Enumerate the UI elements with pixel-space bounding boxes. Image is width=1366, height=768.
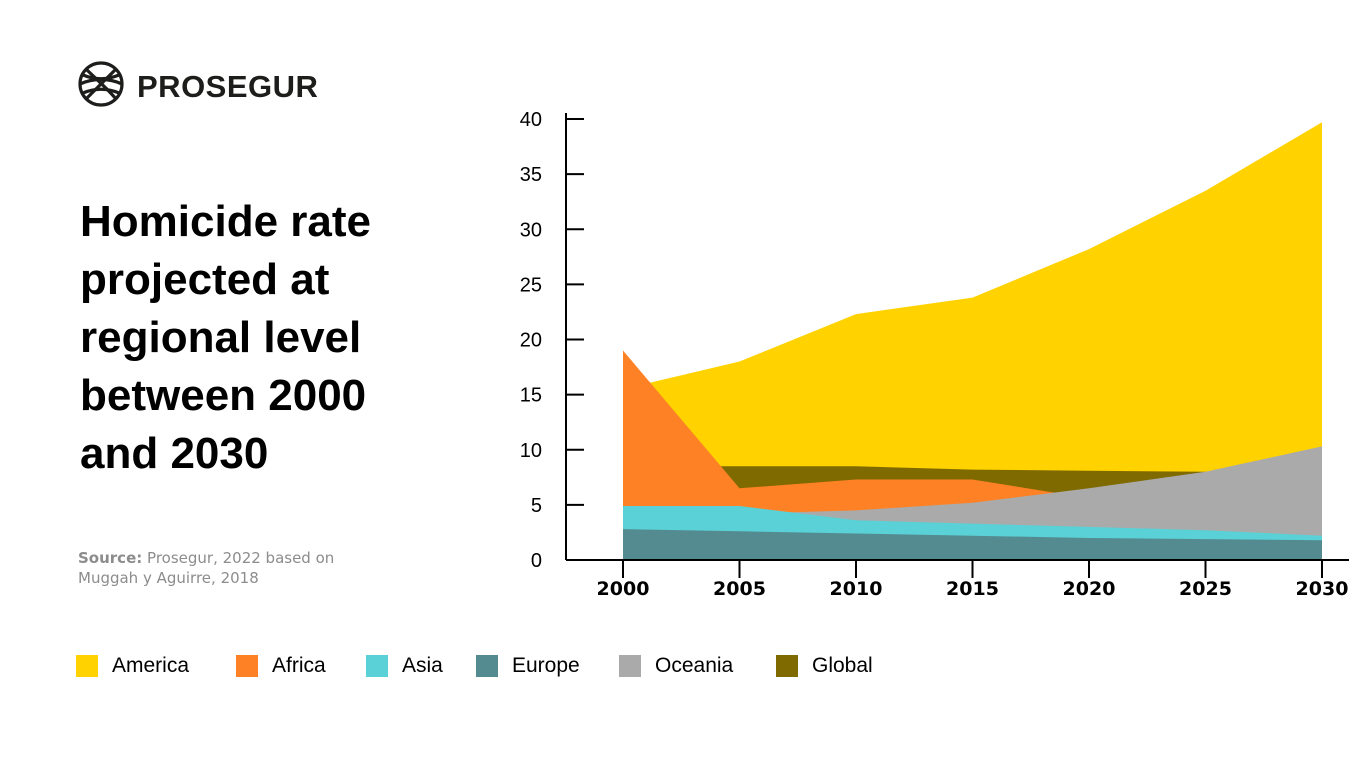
y-tick-label: 25 — [520, 274, 542, 296]
y-tick-label: 15 — [520, 385, 542, 407]
legend-item-africa: Africa — [236, 654, 326, 678]
source-text: Prosegur, 2022 based on Muggah y Aguirre… — [78, 549, 335, 587]
source-note: Source: Prosegur, 2022 based on Muggah y… — [78, 548, 378, 588]
x-tick-label: 2030 — [1296, 578, 1349, 600]
x-tick-label: 2020 — [1063, 578, 1116, 600]
x-tick-label: 2015 — [946, 578, 999, 600]
y-tick-label: 40 — [520, 109, 542, 131]
legend-swatch — [619, 655, 641, 677]
legend-swatch — [236, 655, 258, 677]
y-tick-label: 10 — [520, 440, 542, 462]
legend-swatch — [776, 655, 798, 677]
legend-label: Europe — [512, 654, 580, 677]
chart-areas — [623, 122, 1322, 561]
legend-swatch — [366, 655, 388, 677]
chart-axes — [565, 113, 1349, 561]
legend-item-oceania: Oceania — [619, 654, 733, 678]
legend-label: Oceania — [655, 654, 734, 677]
x-axis-ticks: 2000 2005 2010 2015 2020 2025 2030 — [597, 560, 1349, 600]
legend-label: Global — [812, 654, 873, 677]
source-label: Source: — [78, 549, 143, 567]
y-tick-label: 20 — [520, 330, 542, 352]
x-tick-label: 2000 — [597, 578, 650, 600]
brand-logo: PROSEGUR — [77, 60, 318, 113]
legend-label: Asia — [402, 654, 443, 677]
legend-item-america: America — [76, 654, 189, 678]
legend-item-europe: Europe — [476, 654, 580, 678]
x-tick-label: 2010 — [830, 578, 883, 600]
globe-icon — [77, 60, 125, 113]
page-title: Homicide rate projected at regional leve… — [80, 197, 371, 478]
x-tick-label: 2025 — [1179, 578, 1232, 600]
y-tick-label: 30 — [520, 219, 542, 241]
legend-item-global: Global — [776, 654, 873, 678]
y-tick-label: 35 — [520, 164, 542, 186]
legend-label: Africa — [272, 654, 326, 677]
area-africa — [623, 350, 1322, 560]
y-axis-ticks: 0 5 10 15 20 25 30 35 40 — [520, 109, 584, 572]
legend-item-asia: Asia — [366, 654, 443, 678]
y-tick-label: 0 — [531, 550, 542, 572]
legend-swatch — [76, 655, 98, 677]
area-america — [623, 122, 1322, 561]
y-tick-label: 5 — [531, 495, 542, 517]
brand-name: PROSEGUR — [137, 68, 319, 104]
x-tick-label: 2005 — [713, 578, 766, 600]
legend-swatch — [476, 655, 498, 677]
area-europe — [623, 529, 1322, 560]
legend-label: America — [112, 654, 190, 677]
